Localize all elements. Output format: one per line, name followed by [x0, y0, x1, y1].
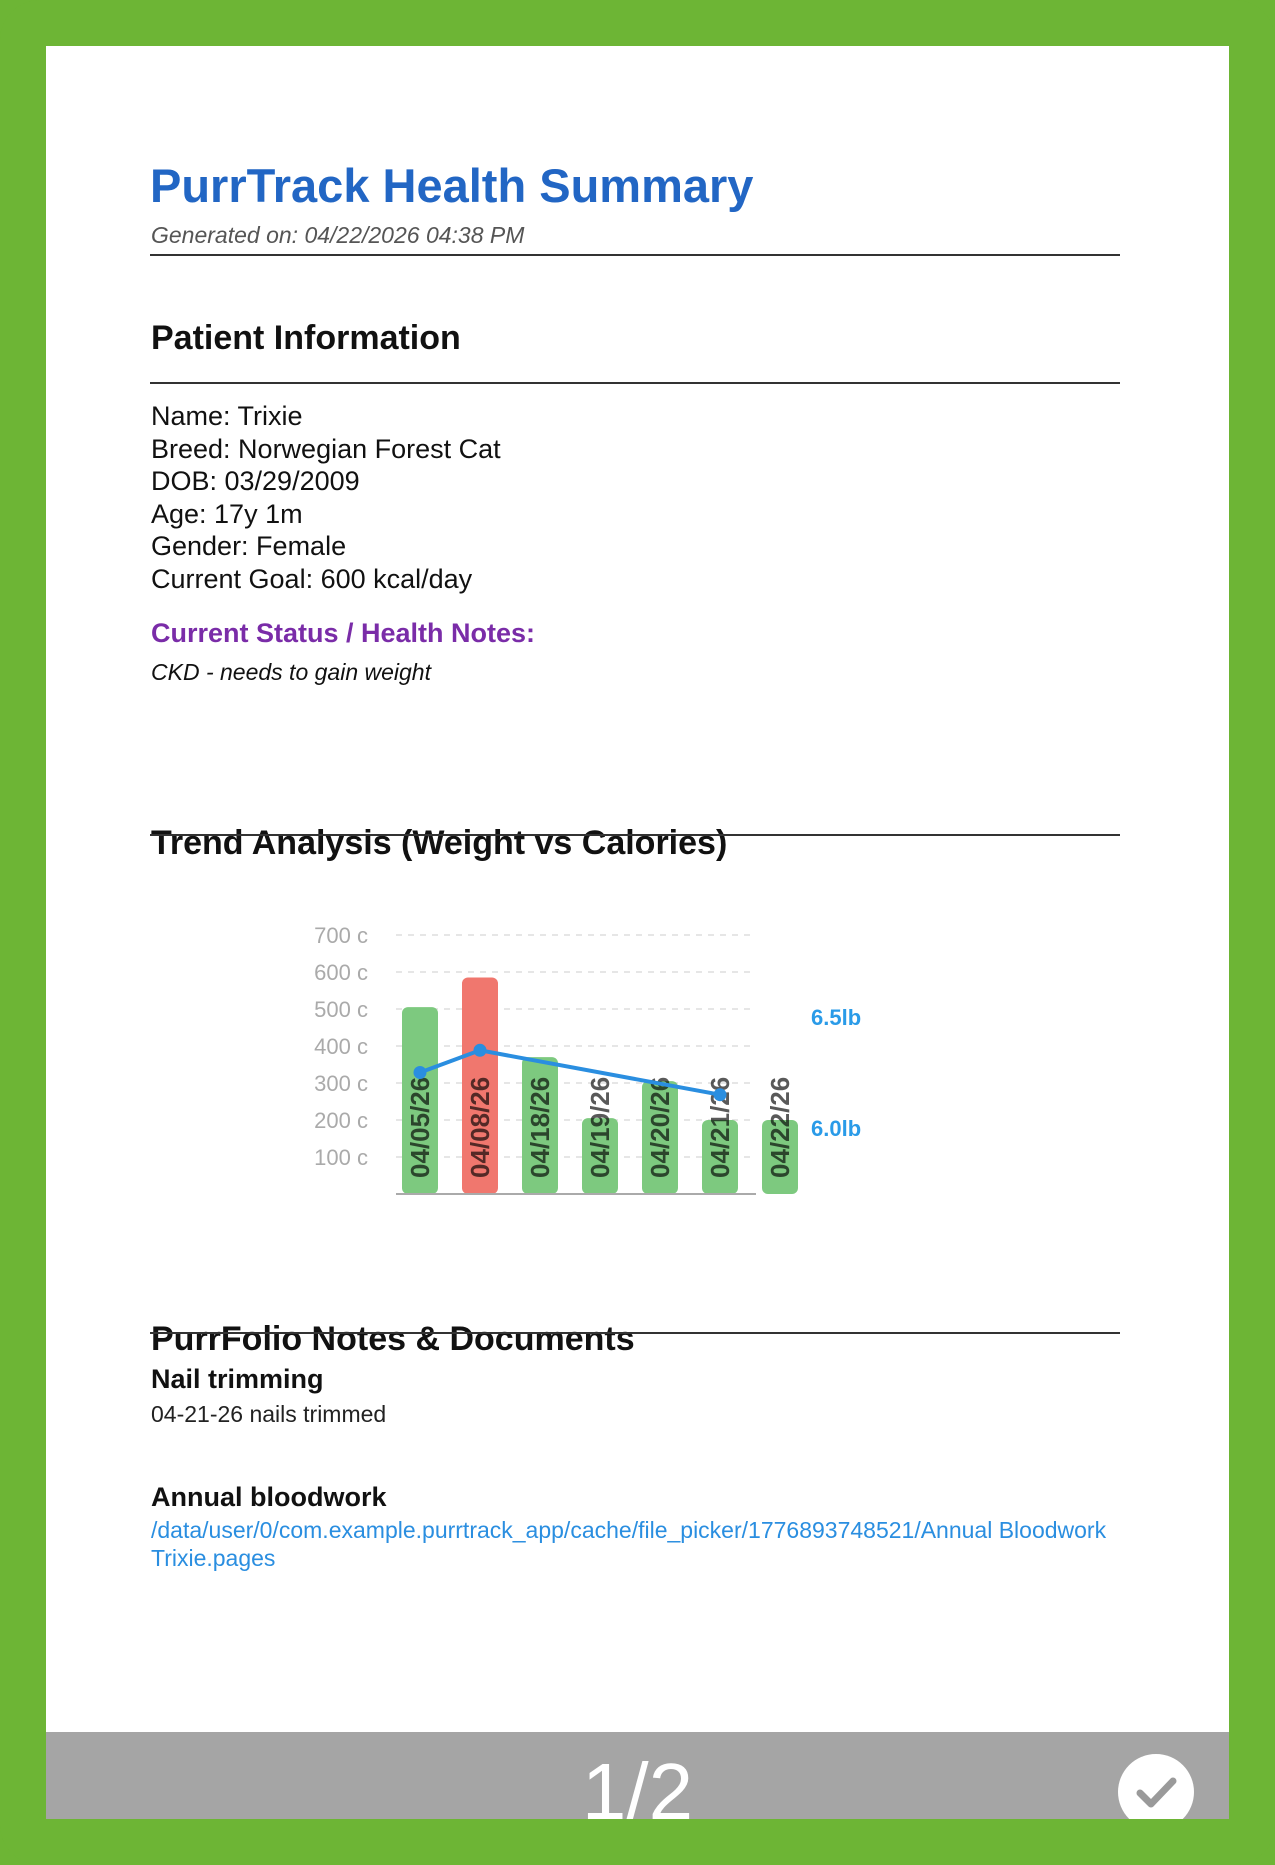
trend-divider [150, 834, 1120, 836]
title-divider [150, 254, 1120, 256]
note-title-bloodwork: Annual bloodwork [151, 1482, 387, 1512]
y-tick-label: 600 c [314, 960, 368, 985]
y-tick-label: 300 c [314, 1071, 368, 1096]
patient-info-divider [150, 382, 1120, 384]
patient-dob: DOB: 03/29/2009 [151, 466, 360, 496]
generated-timestamp: Generated on: 04/22/2026 04:38 PM [151, 222, 525, 248]
page-indicator: 1/2 [581, 1747, 694, 1820]
status-note: CKD - needs to gain weight [151, 659, 431, 685]
patient-breed: Breed: Norwegian Forest Cat [151, 433, 501, 464]
x-tick-label: 04/18/26 [525, 1077, 555, 1178]
x-tick-label: 04/22/26 [765, 1077, 795, 1178]
weight-point [713, 1088, 727, 1102]
calorie-bar [642, 1081, 678, 1194]
y-tick-label: 400 c [314, 1034, 368, 1059]
confirm-button[interactable] [1118, 1754, 1194, 1819]
weight-point [413, 1066, 427, 1079]
x-tick-label: 04/08/26 [465, 1077, 495, 1178]
bloodwork-document-link[interactable]: /data/user/0/com.example.purrtrack_app/c… [151, 1517, 1107, 1571]
check-icon [1136, 1777, 1177, 1808]
note-title-nail-trimming: Nail trimming [151, 1364, 324, 1394]
x-tick-label: 04/20/26 [645, 1077, 675, 1178]
y-tick-label: 200 c [314, 1108, 368, 1133]
notes-heading: PurrFolio Notes & Documents [151, 1320, 635, 1358]
report-title: PurrTrack Health Summary [150, 159, 754, 212]
calorie-bar [702, 1120, 738, 1194]
patient-name: Name: Trixie [151, 401, 303, 431]
y-tick-label: 700 c [314, 923, 368, 948]
notes-divider [150, 1332, 1120, 1334]
calorie-bar [522, 1057, 558, 1194]
pdf-page[interactable]: PurrTrack Health Summary Generated on: 0… [46, 46, 1229, 1819]
calorie-bar [462, 977, 498, 1194]
calorie-bar [762, 1120, 798, 1194]
y2-tick-label: 6.0lb [811, 1116, 861, 1141]
patient-info-heading: Patient Information [151, 319, 461, 357]
patient-age: Age: 17y 1m [151, 498, 303, 529]
viewer-toolbar: 1/2 [46, 1732, 1229, 1819]
trend-heading: Trend Analysis (Weight vs Calories) [151, 824, 728, 862]
note-body-nail-trimming: 04-21-26 nails trimmed [151, 1401, 387, 1427]
calorie-bar [582, 1118, 618, 1194]
x-tick-label: 04/05/26 [405, 1077, 435, 1178]
status-label: Current Status / Health Notes: [151, 618, 536, 648]
weight-point [473, 1043, 487, 1057]
trend-chart: 700 c 600 c 500 c 400 c 300 c 200 c 100 c 04/05… [314, 923, 861, 1195]
patient-gender: Gender: Female [151, 531, 347, 561]
y-tick-label: 100 c [314, 1145, 368, 1170]
calorie-bar [402, 1007, 438, 1194]
patient-goal: Current Goal: 600 kcal/day [151, 563, 473, 594]
y-tick-label: 500 c [314, 997, 368, 1022]
x-tick-label: 04/19/26 [585, 1077, 615, 1178]
patient-details: Name: Trixie Breed: Norwegian Forest Cat… [151, 400, 501, 595]
y2-tick-label: 6.5lb [811, 1005, 861, 1030]
